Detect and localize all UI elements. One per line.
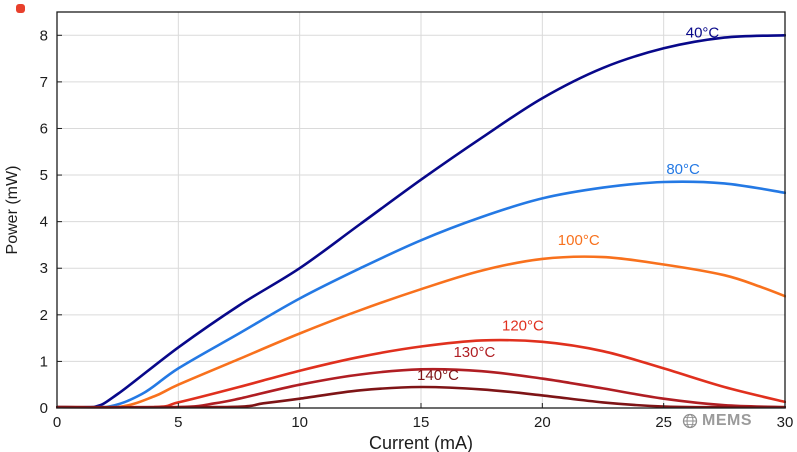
series-line-100c [56, 255, 786, 409]
x-tick-label: 30 [777, 414, 794, 431]
globe-icon [682, 413, 698, 429]
series-line-140c [56, 385, 786, 409]
x-tick-label: 15 [413, 414, 430, 431]
series-label-40c: 40°C [686, 25, 720, 42]
series-label-130c: 130°C [453, 344, 495, 361]
series-label-80c: 80°C [666, 161, 700, 178]
y-tick-label: 0 [40, 400, 48, 417]
axes-box [56, 11, 786, 409]
y-tick-label: 8 [40, 27, 48, 44]
y-tick-label: 4 [40, 214, 48, 231]
watermark-text: MEMS [702, 412, 752, 429]
series-line-40c [56, 34, 786, 409]
x-tick-label: 0 [53, 414, 61, 431]
x-tick-label: 10 [291, 414, 308, 431]
series-line-80c [56, 180, 786, 409]
series-line-120c [56, 338, 786, 409]
series-label-100c: 100°C [558, 232, 600, 249]
x-tick-label: 25 [655, 414, 672, 431]
y-axis-label: Power (mW) [4, 165, 21, 255]
series-label-140c: 140°C [417, 367, 459, 384]
x-axis-label: Current (mA) [368, 433, 474, 452]
series-line-130c [56, 367, 786, 409]
y-tick-label: 7 [40, 74, 48, 91]
y-tick-label: 3 [40, 260, 48, 277]
x-tick-label: 5 [174, 414, 182, 431]
series-group [56, 34, 786, 409]
y-tick-label: 5 [40, 167, 48, 184]
y-tick-label: 1 [40, 353, 48, 370]
watermark: MEMS [682, 412, 752, 430]
y-tick-label: 6 [40, 120, 48, 137]
x-tick-label: 20 [534, 414, 551, 431]
series-label-120c: 120°C [502, 318, 544, 335]
red-dot-marker [16, 4, 25, 13]
y-tick-label: 2 [40, 307, 48, 324]
